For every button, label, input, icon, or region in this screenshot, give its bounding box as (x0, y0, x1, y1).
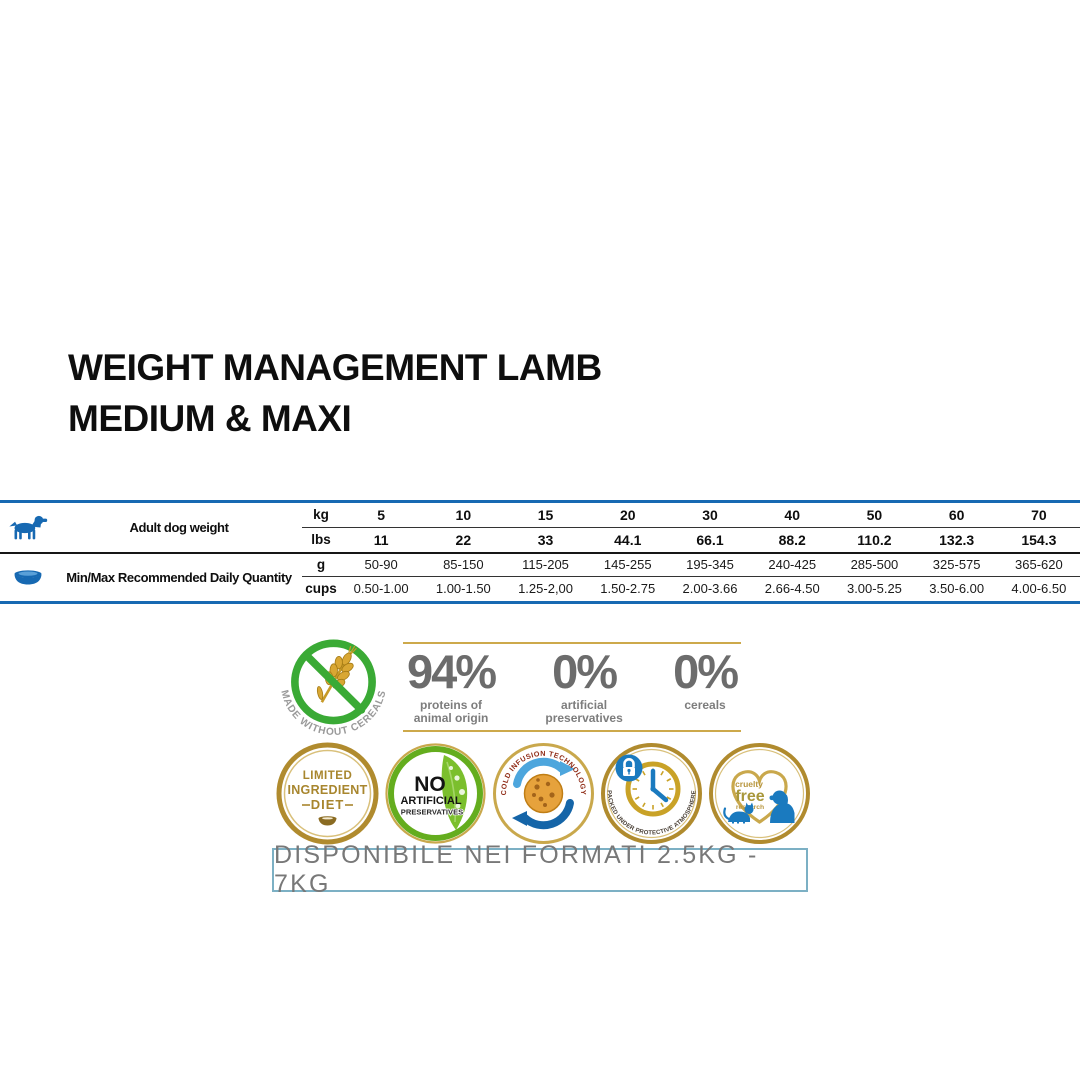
table-cell-kg-1: 10 (422, 503, 505, 528)
table-cell-lbs-0: 11 (373, 531, 389, 548)
table-cell-kg-7: 60 (915, 503, 998, 528)
badges-row: LIMITED INGREDIENT DIET NO (276, 742, 811, 845)
stat-value: 0% (552, 645, 618, 698)
availability-box: DISPONIBILE NEI FORMATI 2.5KG - 7KG (272, 841, 808, 898)
table-cell-lbs-6: 110.2 (857, 531, 892, 548)
table-cell-g-6: 285-500 (833, 552, 916, 577)
swirl-icon (512, 757, 575, 830)
made-without-cereals-badge: MADE WITHOUT CEREALS (272, 624, 396, 753)
table-cell-kg-0: 5 (340, 503, 423, 528)
table-cell-kg-2: 15 (504, 503, 587, 528)
stat-value: 94% (407, 645, 497, 698)
table-cell-g-7: 325-575 (915, 552, 998, 577)
table-cell-g-0: 50-90 (340, 552, 423, 577)
stats-strip: 94% proteins of animal origin 0% artificial p… (403, 642, 741, 732)
feeding-table: Adult dog weight Min/Max Recommended Dai… (0, 500, 1080, 604)
table-cell-cups-8: 4.00-6.50 (1011, 581, 1067, 597)
table-cell-g-5: 240-425 (751, 552, 834, 577)
table-cell-cups-3: 1.50-2.75 (600, 581, 656, 597)
no-artificial-preservatives-badge: NO ARTIFICIAL PRESERVATIVES (385, 743, 486, 844)
table-cell-cups-5: 2.66-4.50 (764, 581, 820, 597)
kibble-icon (523, 773, 564, 814)
bowl-icon (0, 552, 56, 601)
lid-line1: LIMITED (303, 770, 353, 782)
lid-line2: INGREDIENT (287, 783, 367, 797)
unit-label-lbs: lbs (311, 532, 331, 548)
dog-and-cat-icon (723, 790, 795, 824)
table-cell-kg-5: 40 (751, 503, 834, 528)
small-bowl-icon (318, 816, 337, 826)
table-cell-lbs-2: 33 (537, 531, 554, 548)
table-cell-kg-3: 20 (586, 503, 669, 528)
protective-atmosphere-badge: PACKED UNDER PROTECTIVE ATMOSPHERE (601, 743, 702, 844)
table-cell-cups-2: 1.25-2,00 (518, 581, 574, 597)
stat-value: 0% (673, 645, 739, 698)
table-cell-lbs-5: 88.2 (778, 531, 806, 548)
product-title-line2: MEDIUM & MAXI (68, 398, 352, 439)
product-title-line1: WEIGHT MANAGEMENT LAMB (68, 347, 602, 388)
table-cell-g-1: 85-150 (422, 552, 505, 577)
cfr-line2: free (735, 788, 764, 805)
lock-icon (615, 754, 643, 782)
table-cell-kg-4: 30 (668, 503, 752, 528)
stat-0: 94% proteins of animal origin (407, 645, 497, 726)
page-title: WEIGHT MANAGEMENT LAMB MEDIUM & MAXI (68, 342, 602, 444)
leaf-icon (441, 755, 468, 830)
nap-line2: ARTIFICIAL (400, 795, 461, 807)
row-label-adult-dog-weight: Adult dog weight (129, 520, 229, 535)
unit-label-g: g (302, 552, 340, 577)
table-cell-kg-6: 50 (833, 503, 916, 528)
table-cell-cups-1: 1.00-1.50 (435, 581, 491, 597)
table-cell-kg-8: 70 (997, 503, 1080, 528)
row-label-daily-quantity: Min/Max Recommended Daily Quantity (56, 552, 302, 601)
stat-label: proteins of animal origin (413, 698, 489, 726)
table-cell-cups-6: 3.00-5.25 (846, 581, 902, 597)
availability-text: DISPONIBILE NEI FORMATI 2.5KG - 7KG (274, 841, 759, 898)
table-cell-lbs-1: 22 (455, 531, 472, 548)
cold-infusion-technology-badge: COLD INFUSION TECHNOLOGY (493, 743, 594, 844)
table-cell-cups-0: 0.50-1.00 (353, 581, 409, 597)
cfr-line1: cruelty (735, 779, 763, 789)
table-cell-cups-4: 2.00-3.66 (682, 581, 738, 597)
no-slash-icon (302, 651, 366, 714)
nap-line1: NO (414, 773, 446, 796)
table-cell-cups-7: 3.50-6.00 (929, 581, 985, 597)
stat-1: 0% artificial preservatives (545, 646, 622, 726)
unit-label-cups: cups (305, 581, 337, 597)
stat-label: cereals (684, 698, 726, 712)
nap-line3: PRESERVATIVES (401, 808, 463, 817)
stat-2: 0% cereals (673, 645, 739, 712)
table-cell-lbs-7: 132.3 (939, 531, 975, 548)
stat-label: artificial preservatives (545, 698, 623, 726)
limited-ingredient-diet-badge: LIMITED INGREDIENT DIET (276, 742, 379, 845)
table-cell-g-2: 115-205 (504, 552, 587, 577)
unit-label-kg: kg (302, 503, 340, 528)
table-cell-lbs-4: 66.1 (696, 531, 724, 548)
table-cell-lbs-3: 44.1 (614, 531, 642, 548)
lid-line3: DIET (311, 797, 345, 812)
table-cell-g-8: 365-620 (997, 552, 1080, 577)
table-cell-g-4: 195-345 (668, 552, 752, 577)
table-cell-lbs-8: 154.3 (1021, 531, 1057, 548)
dog-icon (0, 503, 56, 552)
table-cell-g-3: 145-255 (586, 552, 669, 577)
cruelty-free-research-badge: cruelty free research (709, 743, 810, 844)
clock-icon (625, 761, 681, 817)
